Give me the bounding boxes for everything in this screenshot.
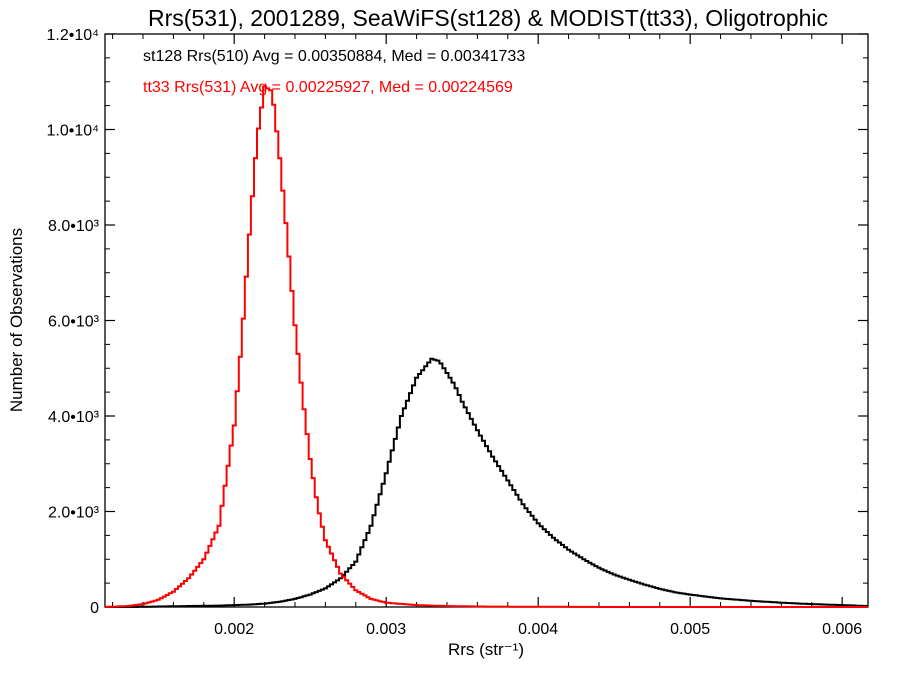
x-axis-label: Rrs (str⁻¹): [448, 640, 524, 659]
plot-frame: [104, 33, 869, 608]
y-tick-label: 4.0•10³: [48, 409, 100, 426]
x-tick-label: 0.005: [670, 621, 710, 638]
y-tick-label: 1.0•10⁴: [46, 123, 99, 140]
series-annotation-st128: st128 Rrs(510) Avg = 0.00350884, Med = 0…: [143, 48, 525, 65]
x-tick-label: 0.006: [822, 621, 862, 638]
y-axis-label: Number of Observations: [7, 228, 26, 412]
histogram-line-0: [105, 357, 868, 608]
y-tick-label: 1.2•10⁴: [46, 27, 99, 44]
x-tick-label: 0.003: [366, 621, 406, 638]
chart-title: Rrs(531), 2001289, SeaWiFS(st128) & MODI…: [148, 5, 828, 31]
x-tick-label: 0.004: [518, 621, 558, 638]
histogram-line-1: [105, 85, 868, 608]
x-tick-label: 0.002: [214, 621, 254, 638]
y-tick-label: 0: [90, 600, 99, 617]
y-tick-label: 8.0•10³: [48, 218, 100, 235]
y-tick-label: 6.0•10³: [48, 314, 100, 331]
series-annotation-tt33: tt33 Rrs(531) Avg = 0.00225927, Med = 0.…: [143, 79, 513, 96]
y-tick-label: 2.0•10³: [48, 505, 100, 522]
